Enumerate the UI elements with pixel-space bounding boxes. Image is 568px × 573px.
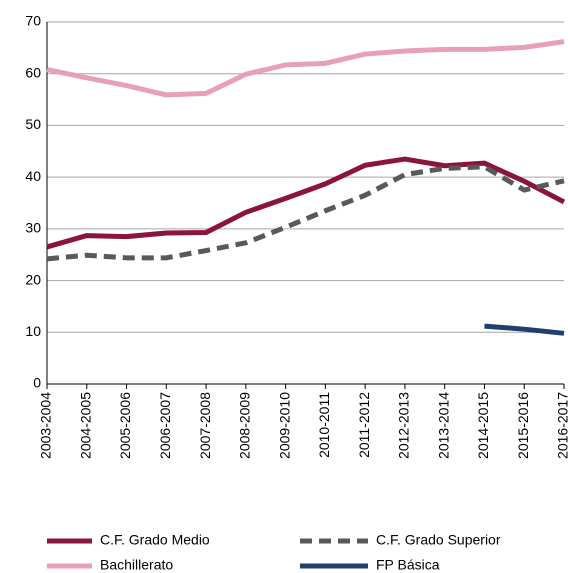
x-tick-label: 2004-2005 bbox=[77, 392, 93, 459]
y-tick-label: 50 bbox=[25, 116, 41, 132]
x-tick-label: 2014-2015 bbox=[475, 392, 491, 459]
series-line bbox=[46, 39, 565, 98]
y-tick-label: 20 bbox=[25, 271, 41, 287]
x-tick-label: 2016-2017 bbox=[555, 392, 568, 459]
x-tick-label: 2010-2011 bbox=[316, 392, 332, 458]
x-tick-label: 2012-2013 bbox=[396, 392, 412, 459]
x-tick-label: 2005-2006 bbox=[117, 392, 133, 459]
series-line bbox=[484, 323, 565, 336]
y-tick-label: 0 bbox=[33, 375, 41, 391]
x-tick-label: 2011-2012 bbox=[356, 392, 372, 458]
y-tick-label: 30 bbox=[25, 220, 41, 236]
y-tick-label: 70 bbox=[25, 13, 41, 29]
x-tick-label: 2008-2009 bbox=[237, 392, 253, 459]
x-tick-label: 2006-2007 bbox=[157, 392, 173, 459]
legend-label: C.F. Grado Superior bbox=[376, 532, 501, 548]
legend-label: Bachillerato bbox=[100, 557, 173, 573]
y-tick-label: 40 bbox=[25, 168, 41, 184]
x-tick-label: 2007-2008 bbox=[197, 392, 213, 459]
legend-label: C.F. Grado Medio bbox=[100, 532, 210, 548]
x-tick-label: 2009-2010 bbox=[276, 392, 292, 459]
series-line bbox=[46, 156, 566, 250]
x-tick-label: 2015-2016 bbox=[515, 392, 531, 459]
x-tick-label: 2013-2014 bbox=[435, 392, 451, 459]
legend-label: FP Básica bbox=[376, 557, 440, 573]
series-line bbox=[46, 164, 565, 262]
y-tick-label: 60 bbox=[25, 64, 41, 80]
y-tick-label: 10 bbox=[25, 323, 41, 339]
x-tick-label: 2003-2004 bbox=[38, 392, 54, 459]
